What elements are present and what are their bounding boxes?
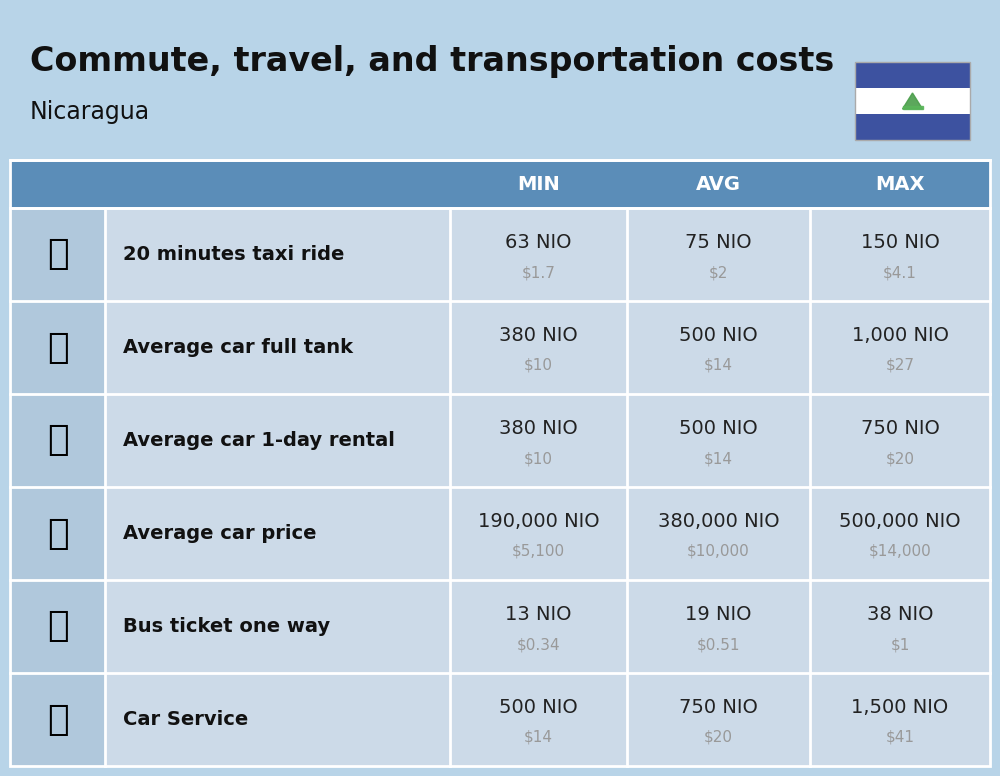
Bar bbox=[450, 580, 990, 673]
Bar bbox=[450, 673, 990, 766]
Text: 500 NIO: 500 NIO bbox=[679, 419, 758, 438]
Text: $0.34: $0.34 bbox=[517, 637, 560, 652]
Text: $1.7: $1.7 bbox=[522, 265, 555, 280]
Text: AVG: AVG bbox=[696, 175, 741, 193]
Text: $14: $14 bbox=[704, 358, 733, 373]
Text: MAX: MAX bbox=[875, 175, 925, 193]
Text: Car Service: Car Service bbox=[123, 710, 248, 729]
Text: $20: $20 bbox=[704, 730, 733, 745]
Text: $10,000: $10,000 bbox=[687, 544, 750, 559]
Bar bbox=[855, 62, 970, 88]
Text: $41: $41 bbox=[886, 730, 914, 745]
Bar bbox=[855, 88, 970, 114]
Text: 380 NIO: 380 NIO bbox=[499, 326, 578, 345]
Bar bbox=[10, 160, 990, 208]
Bar bbox=[10, 301, 105, 394]
Bar bbox=[105, 394, 450, 487]
Text: 20 minutes taxi ride: 20 minutes taxi ride bbox=[123, 245, 344, 264]
Bar bbox=[105, 487, 450, 580]
Text: $20: $20 bbox=[886, 451, 914, 466]
Text: 150 NIO: 150 NIO bbox=[861, 233, 939, 252]
Text: $14: $14 bbox=[704, 451, 733, 466]
Text: $27: $27 bbox=[886, 358, 914, 373]
Text: 500 NIO: 500 NIO bbox=[679, 326, 758, 345]
Text: 500,000 NIO: 500,000 NIO bbox=[839, 512, 961, 531]
Text: $0.51: $0.51 bbox=[697, 637, 740, 652]
Text: $10: $10 bbox=[524, 358, 553, 373]
Bar bbox=[105, 673, 450, 766]
Bar bbox=[105, 301, 450, 394]
Text: 13 NIO: 13 NIO bbox=[505, 605, 572, 624]
Bar bbox=[855, 114, 970, 140]
Bar bbox=[450, 394, 990, 487]
Text: 750 NIO: 750 NIO bbox=[679, 698, 758, 717]
Text: 380,000 NIO: 380,000 NIO bbox=[658, 512, 779, 531]
Bar bbox=[105, 208, 450, 301]
Text: $5,100: $5,100 bbox=[512, 544, 565, 559]
Text: 🚕: 🚕 bbox=[47, 237, 68, 272]
Text: 500 NIO: 500 NIO bbox=[499, 698, 578, 717]
Text: $1: $1 bbox=[890, 637, 910, 652]
Polygon shape bbox=[902, 93, 922, 109]
Text: Average car price: Average car price bbox=[123, 524, 316, 543]
Text: $14,000: $14,000 bbox=[869, 544, 931, 559]
Text: $4.1: $4.1 bbox=[883, 265, 917, 280]
Text: 🚗: 🚗 bbox=[47, 702, 68, 736]
Text: 🚌: 🚌 bbox=[47, 609, 68, 643]
Text: Average car full tank: Average car full tank bbox=[123, 338, 353, 357]
Text: $14: $14 bbox=[524, 730, 553, 745]
Text: Bus ticket one way: Bus ticket one way bbox=[123, 617, 330, 636]
Text: 1,000 NIO: 1,000 NIO bbox=[852, 326, 948, 345]
Bar bbox=[450, 487, 990, 580]
Text: 1,500 NIO: 1,500 NIO bbox=[851, 698, 949, 717]
Text: Average car 1-day rental: Average car 1-day rental bbox=[123, 431, 395, 450]
Bar bbox=[10, 487, 105, 580]
Text: $2: $2 bbox=[709, 265, 728, 280]
Bar bbox=[450, 208, 990, 301]
Bar bbox=[450, 301, 990, 394]
Text: $10: $10 bbox=[524, 451, 553, 466]
Bar bbox=[10, 394, 105, 487]
Text: 190,000 NIO: 190,000 NIO bbox=[478, 512, 599, 531]
Text: 38 NIO: 38 NIO bbox=[867, 605, 933, 624]
Text: 🚗: 🚗 bbox=[47, 517, 68, 550]
Bar bbox=[10, 160, 990, 766]
Polygon shape bbox=[902, 106, 922, 109]
Text: 19 NIO: 19 NIO bbox=[685, 605, 752, 624]
Text: 750 NIO: 750 NIO bbox=[861, 419, 939, 438]
Bar bbox=[10, 208, 105, 301]
Bar bbox=[105, 580, 450, 673]
Bar bbox=[855, 62, 970, 140]
Text: Commute, travel, and transportation costs: Commute, travel, and transportation cost… bbox=[30, 45, 834, 78]
Text: 380 NIO: 380 NIO bbox=[499, 419, 578, 438]
Text: Nicaragua: Nicaragua bbox=[30, 100, 150, 124]
Text: 63 NIO: 63 NIO bbox=[505, 233, 572, 252]
Bar bbox=[10, 580, 105, 673]
Text: ⛽: ⛽ bbox=[47, 331, 68, 365]
Bar bbox=[10, 673, 105, 766]
Text: 🚙: 🚙 bbox=[47, 424, 68, 458]
Text: MIN: MIN bbox=[517, 175, 560, 193]
Text: 75 NIO: 75 NIO bbox=[685, 233, 752, 252]
